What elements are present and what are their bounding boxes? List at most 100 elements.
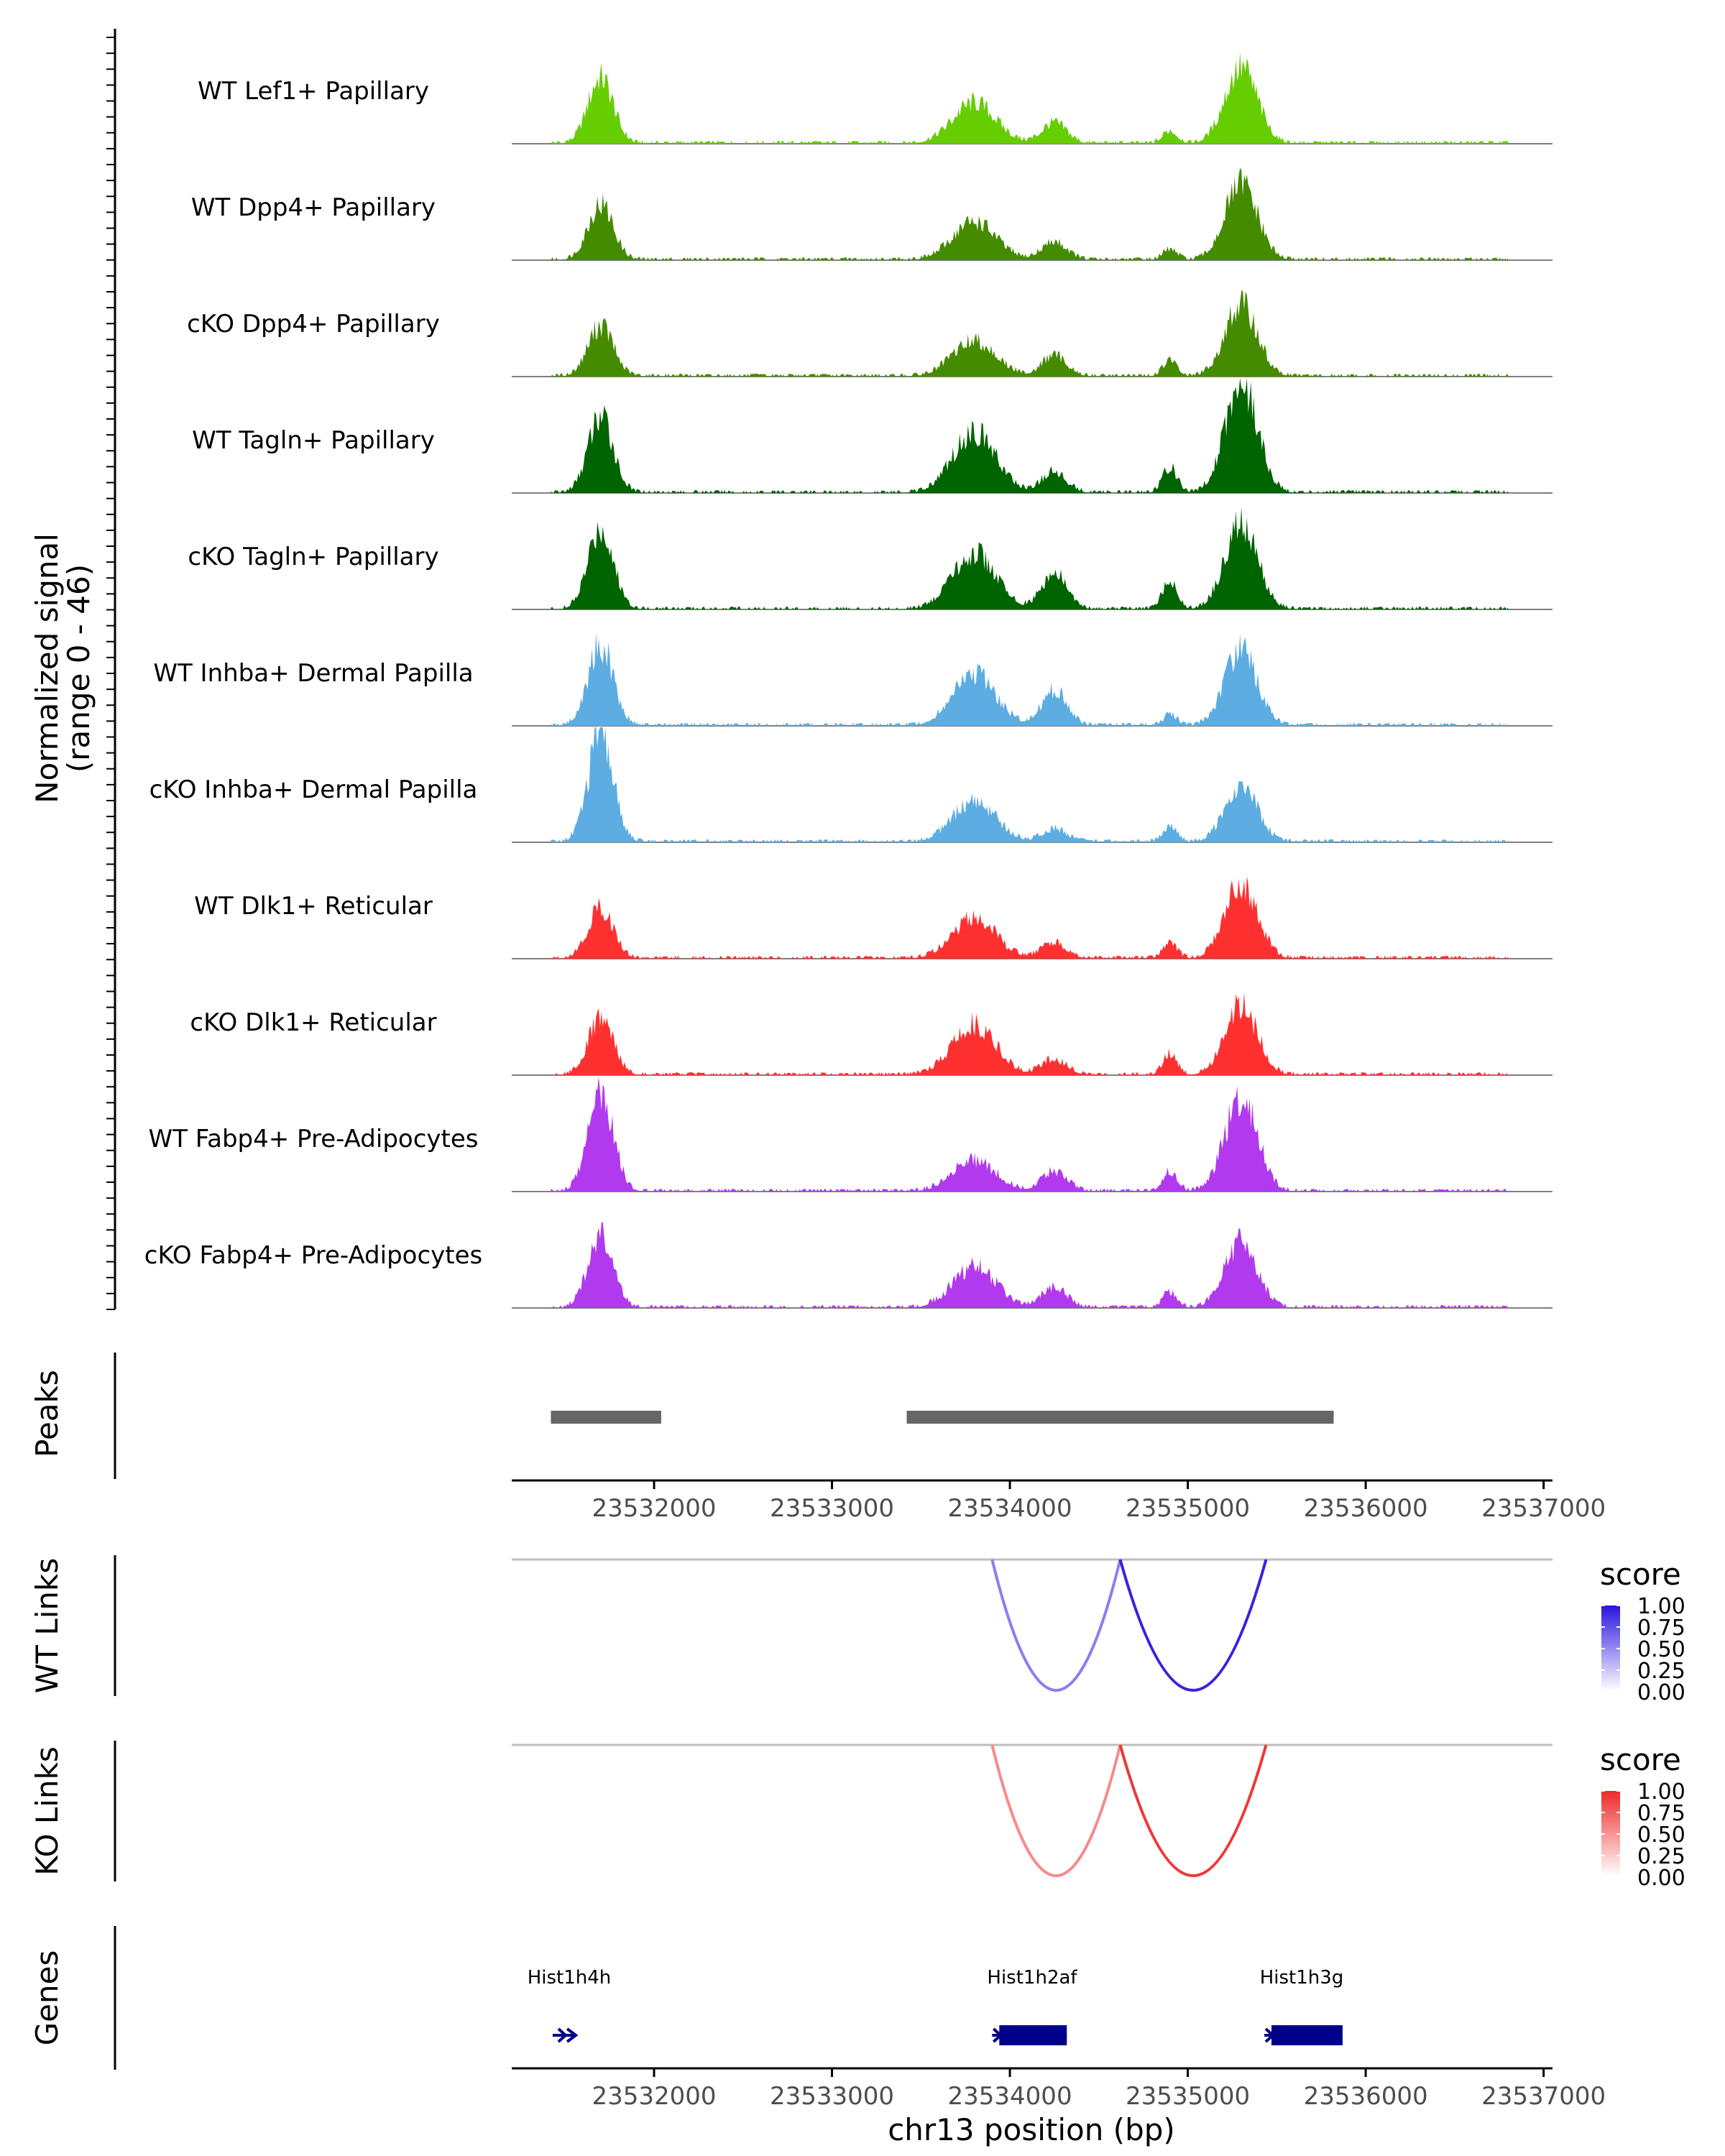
coverage-track-cko-inhba-dermal-papilla: cKO Inhba+ Dermal Papilla bbox=[150, 727, 1552, 843]
coverage-y-title-line2: (range 0 - 46) bbox=[61, 564, 96, 773]
legend-colorbar-segment-1 bbox=[1601, 1864, 1620, 1867]
legend-colorbar-segment-0 bbox=[1601, 1644, 1620, 1647]
legend-colorbar-segment-1 bbox=[1601, 1832, 1620, 1835]
gene-exon-block bbox=[999, 2025, 1067, 2045]
coverage-track-label: cKO Dlk1+ Reticular bbox=[190, 1008, 436, 1037]
legend-colorbar-segment-0 bbox=[1601, 1651, 1620, 1654]
coverage-track-wt-lef1-papillary: WT Lef1+ Papillary bbox=[198, 52, 1552, 144]
legend-colorbar-segment-1 bbox=[1601, 1838, 1620, 1841]
legend-colorbar-segment-0 bbox=[1601, 1672, 1620, 1675]
legend-colorbar-segment-1 bbox=[1601, 1810, 1620, 1813]
legend-colorbar-segment-0 bbox=[1601, 1640, 1620, 1643]
legend-colorbar-segment-1 bbox=[1601, 1866, 1620, 1869]
legend-colorbar-segment-0 bbox=[1601, 1638, 1620, 1641]
coverage-track-wt-inhba-dermal-papilla: WT Inhba+ Dermal Papilla bbox=[153, 632, 1552, 727]
legend-colorbar-segment-1 bbox=[1601, 1812, 1620, 1815]
wt-legend-tick-0.25: 0.25 bbox=[1637, 1659, 1685, 1684]
link-arc-1-1 bbox=[990, 1744, 1122, 1877]
legend-colorbar-segment-1 bbox=[1601, 1834, 1620, 1837]
coverage-track-wt-dlk1-reticular: WT Dlk1+ Reticular bbox=[194, 875, 1552, 959]
x-tick-label-mid: 23537000 bbox=[1481, 1494, 1606, 1523]
legend-colorbar-segment-0 bbox=[1601, 1629, 1620, 1632]
coverage-track-cko-dpp4-papillary: cKO Dpp4+ Papillary bbox=[187, 290, 1552, 377]
legend-colorbar-segment-0 bbox=[1601, 1685, 1620, 1688]
legend-colorbar-segment-0 bbox=[1601, 1666, 1620, 1669]
x-tick-label-bottom: 23533000 bbox=[770, 2082, 894, 2111]
x-tick-label-mid: 23535000 bbox=[1126, 1494, 1250, 1523]
legend-colorbar-segment-0 bbox=[1601, 1659, 1620, 1662]
coverage-area bbox=[551, 875, 1509, 959]
legend-colorbar-segment-1 bbox=[1601, 1793, 1620, 1796]
genes-track-title: Genes bbox=[29, 1950, 65, 2046]
legend-colorbar-segment-1 bbox=[1601, 1797, 1620, 1800]
legend-colorbar-segment-0 bbox=[1601, 1642, 1620, 1645]
legend-colorbar-segment-0 bbox=[1601, 1649, 1620, 1651]
wt-legend-tick-0.75: 0.75 bbox=[1637, 1616, 1685, 1641]
legend-colorbar-segment-1 bbox=[1601, 1791, 1620, 1794]
gene-model-hist1h2af bbox=[992, 2025, 1067, 2045]
x-tick-label-mid: 23533000 bbox=[770, 1494, 894, 1523]
wt-legend-tick-1.00: 1.00 bbox=[1637, 1594, 1685, 1619]
gene-model-hist1h3g bbox=[1264, 2025, 1343, 2045]
legend-colorbar-segment-1 bbox=[1601, 1871, 1620, 1874]
legend-colorbar-segment-0 bbox=[1601, 1681, 1620, 1684]
x-tick-label-bottom: 23537000 bbox=[1481, 2082, 1606, 2111]
legend-colorbar-segment-0 bbox=[1601, 1612, 1620, 1615]
ko-legend-tick-0.75: 0.75 bbox=[1637, 1801, 1685, 1826]
gene-exon-block bbox=[1271, 2025, 1343, 2045]
ko-legend-tick-0.25: 0.25 bbox=[1637, 1844, 1685, 1869]
x-tick-label-mid: 23532000 bbox=[592, 1494, 716, 1523]
ko-legend-tick-0.50: 0.50 bbox=[1637, 1823, 1685, 1848]
x-tick-label-mid: 23534000 bbox=[948, 1494, 1072, 1523]
legend-colorbar-segment-0 bbox=[1601, 1670, 1620, 1673]
legend-colorbar-segment-0 bbox=[1601, 1634, 1620, 1636]
legend-colorbar-segment-1 bbox=[1601, 1825, 1620, 1828]
x-tick-label-mid: 23536000 bbox=[1304, 1494, 1428, 1523]
legend-colorbar-segment-1 bbox=[1601, 1808, 1620, 1811]
wt-legend-title: score bbox=[1600, 1557, 1681, 1592]
ko-legend-title: score bbox=[1600, 1742, 1681, 1777]
legend-colorbar-segment-0 bbox=[1601, 1677, 1620, 1680]
legend-colorbar-segment-0 bbox=[1601, 1690, 1620, 1692]
x-tick-label-bottom: 23534000 bbox=[948, 2082, 1072, 2111]
ko-links-track-title: KO Links bbox=[29, 1746, 65, 1876]
legend-colorbar-segment-0 bbox=[1601, 1674, 1620, 1677]
gene-label-hist1h3g: Hist1h3g bbox=[1260, 1967, 1344, 1989]
x-tick-label-bottom: 23536000 bbox=[1304, 2082, 1428, 2111]
gene-label-hist1h2af: Hist1h2af bbox=[987, 1967, 1077, 1989]
legend-colorbar-segment-1 bbox=[1601, 1860, 1620, 1863]
legend-colorbar-segment-0 bbox=[1601, 1683, 1620, 1686]
legend-colorbar-segment-1 bbox=[1601, 1795, 1620, 1798]
legend-colorbar-segment-1 bbox=[1601, 1847, 1620, 1850]
legend-colorbar-segment-0 bbox=[1601, 1616, 1620, 1619]
coverage-track-label: WT Fabp4+ Pre-Adipocytes bbox=[149, 1125, 479, 1153]
coverage-track-label: WT Lef1+ Papillary bbox=[198, 77, 429, 106]
strand-arrow-icon bbox=[566, 2027, 579, 2043]
x-tick-label-bottom: 23532000 bbox=[592, 2082, 716, 2111]
legend-colorbar-segment-1 bbox=[1601, 1858, 1620, 1861]
legend-colorbar-segment-0 bbox=[1601, 1662, 1620, 1664]
strand-arrow-icon bbox=[1264, 2027, 1276, 2043]
chart-marks: WT Lef1+ Papillary WT Dpp4+ Papillary cKO … bbox=[106, 29, 1620, 2111]
legend-colorbar-segment-0 bbox=[1601, 1608, 1620, 1611]
legend-colorbar-segment-1 bbox=[1601, 1828, 1620, 1830]
legend-colorbar-segment-0 bbox=[1601, 1668, 1620, 1671]
legend-colorbar-segment-1 bbox=[1601, 1802, 1620, 1805]
legend-colorbar-segment-0 bbox=[1601, 1679, 1620, 1682]
legend-colorbar-segment-1 bbox=[1601, 1841, 1620, 1843]
peaks-track-title: Peaks bbox=[29, 1370, 65, 1457]
legend-colorbar-segment-0 bbox=[1601, 1687, 1620, 1690]
gene-model-hist1h4h bbox=[552, 2027, 579, 2043]
legend-colorbar-segment-0 bbox=[1601, 1664, 1620, 1667]
wt-legend-tick-0.50: 0.50 bbox=[1637, 1637, 1685, 1662]
legend-colorbar-segment-1 bbox=[1601, 1800, 1620, 1802]
wt-links-track-title: WT Links bbox=[29, 1558, 65, 1693]
ko-legend-tick-1.00: 1.00 bbox=[1637, 1779, 1685, 1805]
legend-colorbar-segment-0 bbox=[1601, 1610, 1620, 1613]
legend-colorbar-segment-1 bbox=[1601, 1836, 1620, 1839]
link-arc-0-1 bbox=[990, 1559, 1122, 1692]
legend-colorbar-segment-1 bbox=[1601, 1804, 1620, 1807]
legend-colorbar-segment-0 bbox=[1601, 1655, 1620, 1658]
